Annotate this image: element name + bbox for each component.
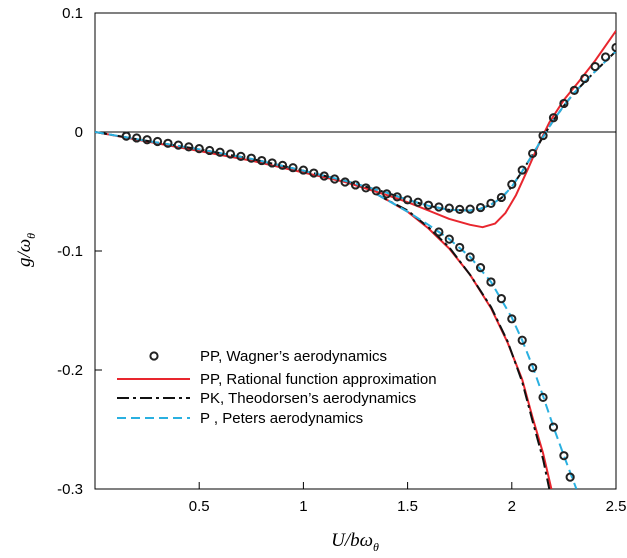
wagner-marker bbox=[246, 153, 256, 163]
legend-marker-wagner bbox=[149, 351, 159, 361]
y-axis-label: g/ωθ bbox=[14, 233, 38, 267]
wagner-marker bbox=[298, 165, 308, 175]
wagner-marker bbox=[486, 277, 496, 287]
wagner-marker bbox=[277, 160, 288, 170]
wagner-marker bbox=[173, 140, 183, 150]
wagner-marker bbox=[361, 183, 371, 193]
wagner-marker bbox=[382, 189, 392, 199]
tick-labels: 0.5 1 1.5 2 2.5 0.1 0 -0.1 -0.2 -0.3 bbox=[57, 5, 626, 515]
wagner-marker bbox=[434, 227, 444, 237]
wagner-marker bbox=[559, 451, 569, 461]
wagner-marker bbox=[257, 155, 267, 166]
legend-item-rational: PP, Rational function approximation bbox=[117, 371, 437, 388]
y-tick-label: 0.1 bbox=[62, 5, 83, 22]
wagner-marker bbox=[548, 113, 559, 123]
legend-item-wagner: PP, Wagner’s aerodynamics bbox=[149, 348, 387, 365]
wagner-marker bbox=[475, 263, 486, 273]
wagner-marker bbox=[548, 422, 559, 432]
y-axis-label-main: g/ω bbox=[14, 239, 35, 267]
wagner-marker bbox=[205, 145, 215, 156]
x-tick-label: 0.5 bbox=[189, 498, 210, 515]
wagner-marker bbox=[340, 177, 350, 187]
wagner-marker bbox=[163, 138, 173, 148]
series-line-3-branch-1 bbox=[375, 193, 578, 489]
wagner-marker bbox=[350, 180, 361, 190]
wagner-marker bbox=[444, 203, 454, 213]
wagner-marker bbox=[559, 98, 569, 109]
y-axis-label-sub: θ bbox=[24, 233, 38, 239]
y-tick-label: -0.3 bbox=[57, 481, 83, 498]
legend-label-theodorsen: PK, Theodorsen’s aerodynamics bbox=[200, 390, 416, 407]
x-axis-label-main: U/bω bbox=[331, 530, 373, 551]
y-tick-label: -0.2 bbox=[57, 362, 83, 379]
legend: PP, Wagner’s aerodynamics PP, Rational f… bbox=[117, 348, 437, 427]
series-layer bbox=[95, 30, 616, 489]
wagner-marker bbox=[423, 200, 434, 210]
wagner-marker bbox=[569, 85, 579, 95]
y-tick-label: 0 bbox=[75, 124, 83, 141]
wagner-marker bbox=[486, 198, 496, 208]
wagner-marker bbox=[267, 158, 277, 168]
wagner-marker bbox=[517, 165, 527, 175]
wagner-marker bbox=[507, 314, 517, 324]
wagner-marker bbox=[184, 142, 194, 152]
wagner-marker bbox=[132, 133, 142, 143]
legend-item-peters: P , Peters aerodynamics bbox=[117, 410, 363, 427]
wagner-marker bbox=[590, 61, 600, 72]
wagner-marker bbox=[434, 202, 444, 212]
wagner-marker bbox=[142, 135, 152, 145]
wagner-marker bbox=[611, 42, 616, 53]
x-axis-label: U/bωθ bbox=[331, 530, 379, 554]
wagner-marker bbox=[330, 174, 340, 184]
wagner-marker bbox=[403, 195, 413, 205]
legend-item-theodorsen: PK, Theodorsen’s aerodynamics bbox=[117, 390, 416, 407]
wagner-marker bbox=[538, 130, 548, 141]
wagner-marker bbox=[475, 202, 486, 213]
wagner-marker bbox=[455, 204, 465, 214]
wagner-marker bbox=[392, 192, 402, 202]
wagner-marker bbox=[236, 151, 246, 161]
wagner-marker bbox=[465, 252, 475, 262]
series-line-1-branch-0 bbox=[95, 30, 616, 229]
wagner-marker bbox=[528, 363, 538, 373]
wagner-marker bbox=[225, 149, 236, 159]
x-tick-label: 2 bbox=[508, 498, 516, 515]
wagner-marker bbox=[121, 131, 131, 141]
wagner-marker bbox=[517, 335, 527, 345]
wagner-marker bbox=[496, 294, 506, 304]
legend-label-peters: P , Peters aerodynamics bbox=[200, 410, 363, 427]
wagner-marker bbox=[465, 204, 475, 214]
series-line-3-branch-0 bbox=[95, 50, 616, 212]
wagner-marker bbox=[528, 148, 538, 159]
legend-label-wagner: PP, Wagner’s aerodynamics bbox=[200, 348, 387, 365]
wagner-marker bbox=[371, 186, 381, 196]
wagner-marker bbox=[152, 136, 163, 147]
wagner-marker bbox=[580, 73, 590, 84]
wagner-marker bbox=[215, 147, 225, 157]
wagner-marker bbox=[507, 179, 517, 189]
wagner-marker bbox=[455, 242, 465, 253]
y-tick-label: -0.1 bbox=[57, 243, 83, 260]
wagner-marker bbox=[194, 144, 204, 154]
wagner-marker bbox=[444, 234, 454, 244]
wagner-marker bbox=[413, 197, 423, 207]
wagner-marker bbox=[309, 168, 319, 178]
series-line-2-branch-0 bbox=[95, 50, 616, 212]
wagner-marker bbox=[496, 192, 506, 203]
x-axis-label-sub: θ bbox=[373, 540, 379, 554]
x-tick-label: 1 bbox=[299, 498, 307, 515]
wagner-marker bbox=[565, 472, 575, 482]
wagner-marker bbox=[600, 52, 611, 62]
x-tick-label: 2.5 bbox=[606, 498, 627, 515]
wagner-marker bbox=[538, 392, 548, 402]
x-tick-label: 1.5 bbox=[397, 498, 418, 515]
wagner-marker bbox=[288, 163, 298, 173]
legend-label-rational: PP, Rational function approximation bbox=[200, 371, 437, 388]
wagner-marker bbox=[319, 171, 329, 181]
